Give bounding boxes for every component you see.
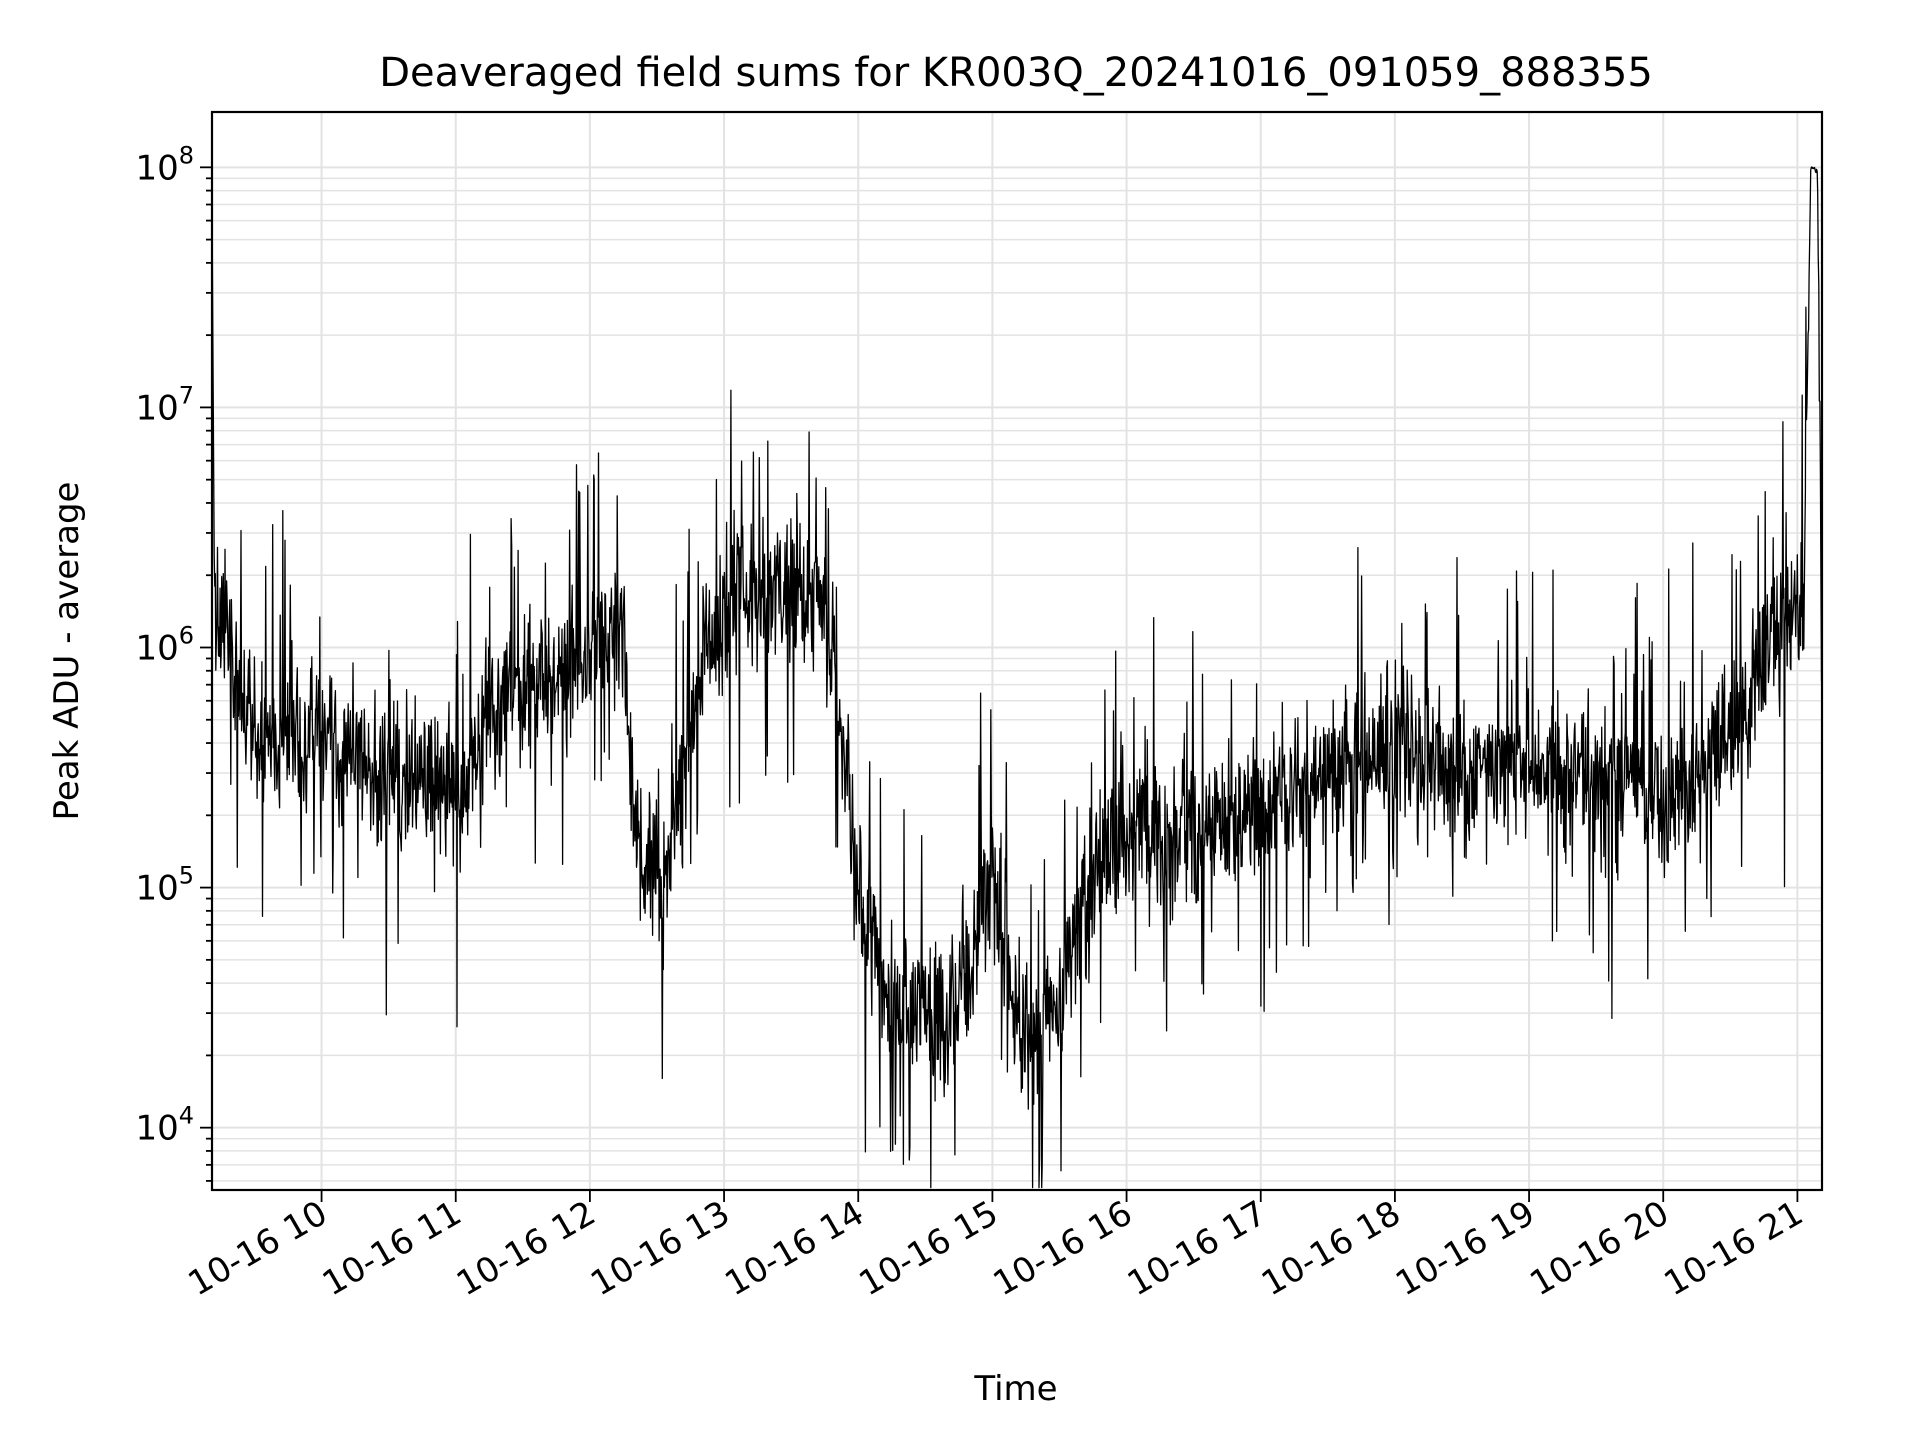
- plot-area: [211, 166, 1823, 1189]
- y-tick-base: 10: [135, 1109, 178, 1149]
- x-tick-label: 10-16 18: [1255, 1193, 1407, 1304]
- y-tick-base: 10: [135, 869, 178, 909]
- y-tick-label: 106: [135, 621, 194, 668]
- y-tick-exponent: 7: [179, 381, 194, 409]
- x-tick-label: 10-16 20: [1523, 1193, 1675, 1304]
- y-tick-base: 10: [135, 388, 178, 428]
- y-tick-base: 10: [135, 148, 178, 188]
- y-tick-label: 105: [135, 862, 194, 909]
- y-tick-label: 104: [135, 1102, 194, 1149]
- chart-title: Deaveraged field sums for KR003Q_2024101…: [379, 50, 1653, 96]
- x-tick-label: 10-16 21: [1658, 1193, 1810, 1304]
- y-tick-base: 10: [135, 628, 178, 668]
- x-tick-label: 10-16 12: [450, 1193, 602, 1304]
- x-tick-label: 10-16 19: [1389, 1193, 1541, 1304]
- x-tick-label: 10-16 11: [316, 1193, 468, 1304]
- y-tick-exponent: 8: [179, 141, 194, 169]
- x-tick-label: 10-16 15: [853, 1193, 1005, 1304]
- y-axis-label: Peak ADU - average: [47, 482, 87, 821]
- plot-frame: [210, 110, 1824, 1192]
- x-tick-label: 10-16 13: [584, 1193, 736, 1304]
- y-tick-exponent: 6: [179, 621, 194, 649]
- y-tick-label: 108: [135, 141, 194, 188]
- x-tick-label: 10-16 10: [182, 1193, 334, 1304]
- y-tick-exponent: 5: [179, 862, 194, 890]
- series-line: [211, 166, 1823, 1189]
- x-tick-label: 10-16 14: [718, 1193, 870, 1304]
- x-tick-label: 10-16 16: [987, 1193, 1139, 1304]
- x-tick-label: 10-16 17: [1121, 1193, 1273, 1304]
- x-axis-label: Time: [973, 1369, 1057, 1409]
- y-tick-label: 107: [135, 381, 194, 428]
- y-tick-exponent: 4: [179, 1102, 194, 1130]
